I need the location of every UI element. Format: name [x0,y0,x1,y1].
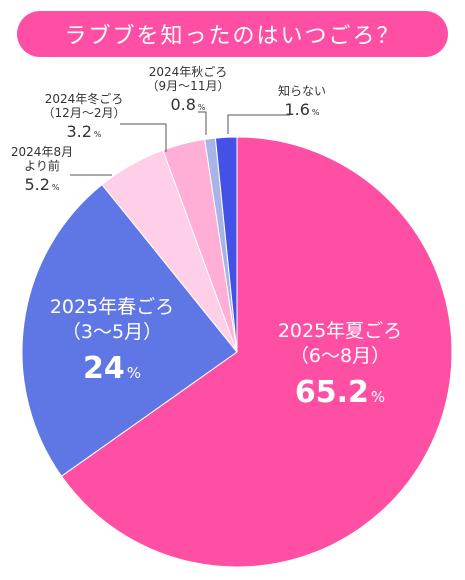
pie-slice [60,136,453,568]
slice-label: より前 [24,158,60,173]
slice-value-label: 65.2% [295,375,385,410]
slice-label-group: 2025年春ごろ （3～5月） 24% [50,296,174,386]
pie-slice [21,183,238,477]
slice-label: 2024年冬ごろ [45,91,124,106]
slice-label: （12月～2月） [43,106,126,120]
slice-label-group: 知らない 1.6% [278,84,326,119]
chart-title: ラブブを知ったのはいつごろ？ [64,24,401,49]
slice-label: （6～8月） [290,345,390,367]
slice-label-group: 2025年夏ごろ （6～8月） 65.2% [278,320,402,410]
slice-label: 2025年春ごろ [50,296,174,318]
slice-value-label: 24% [83,351,141,386]
slice-label: 知らない [278,84,326,98]
slice-label-group: 2024年秋ごろ（9月～11月） 0.8% [147,64,230,114]
slice-value-label: 1.6% [284,100,319,119]
pie-slice [214,136,238,353]
slice-value-label: 3.2% [66,122,101,141]
slice-label: （9月～11月） [147,79,230,93]
slice-label: 2024年8月 [11,145,73,159]
leader-line [198,111,207,135]
leader-line [120,123,167,152]
slice-label: （3～5月） [62,321,162,343]
slice-label-group: 2024年冬ごろ（12月～2月） 3.2% [43,91,126,141]
slice-value-label: 5.2% [24,175,59,194]
leader-line [227,114,290,134]
slice-label: 2025年夏ごろ [278,320,402,342]
slice-value-label: 0.8% [170,95,205,114]
chart-title-banner: ラブブを知ったのはいつごろ？ [17,11,448,57]
slice-label: 2024年秋ごろ [149,64,228,79]
